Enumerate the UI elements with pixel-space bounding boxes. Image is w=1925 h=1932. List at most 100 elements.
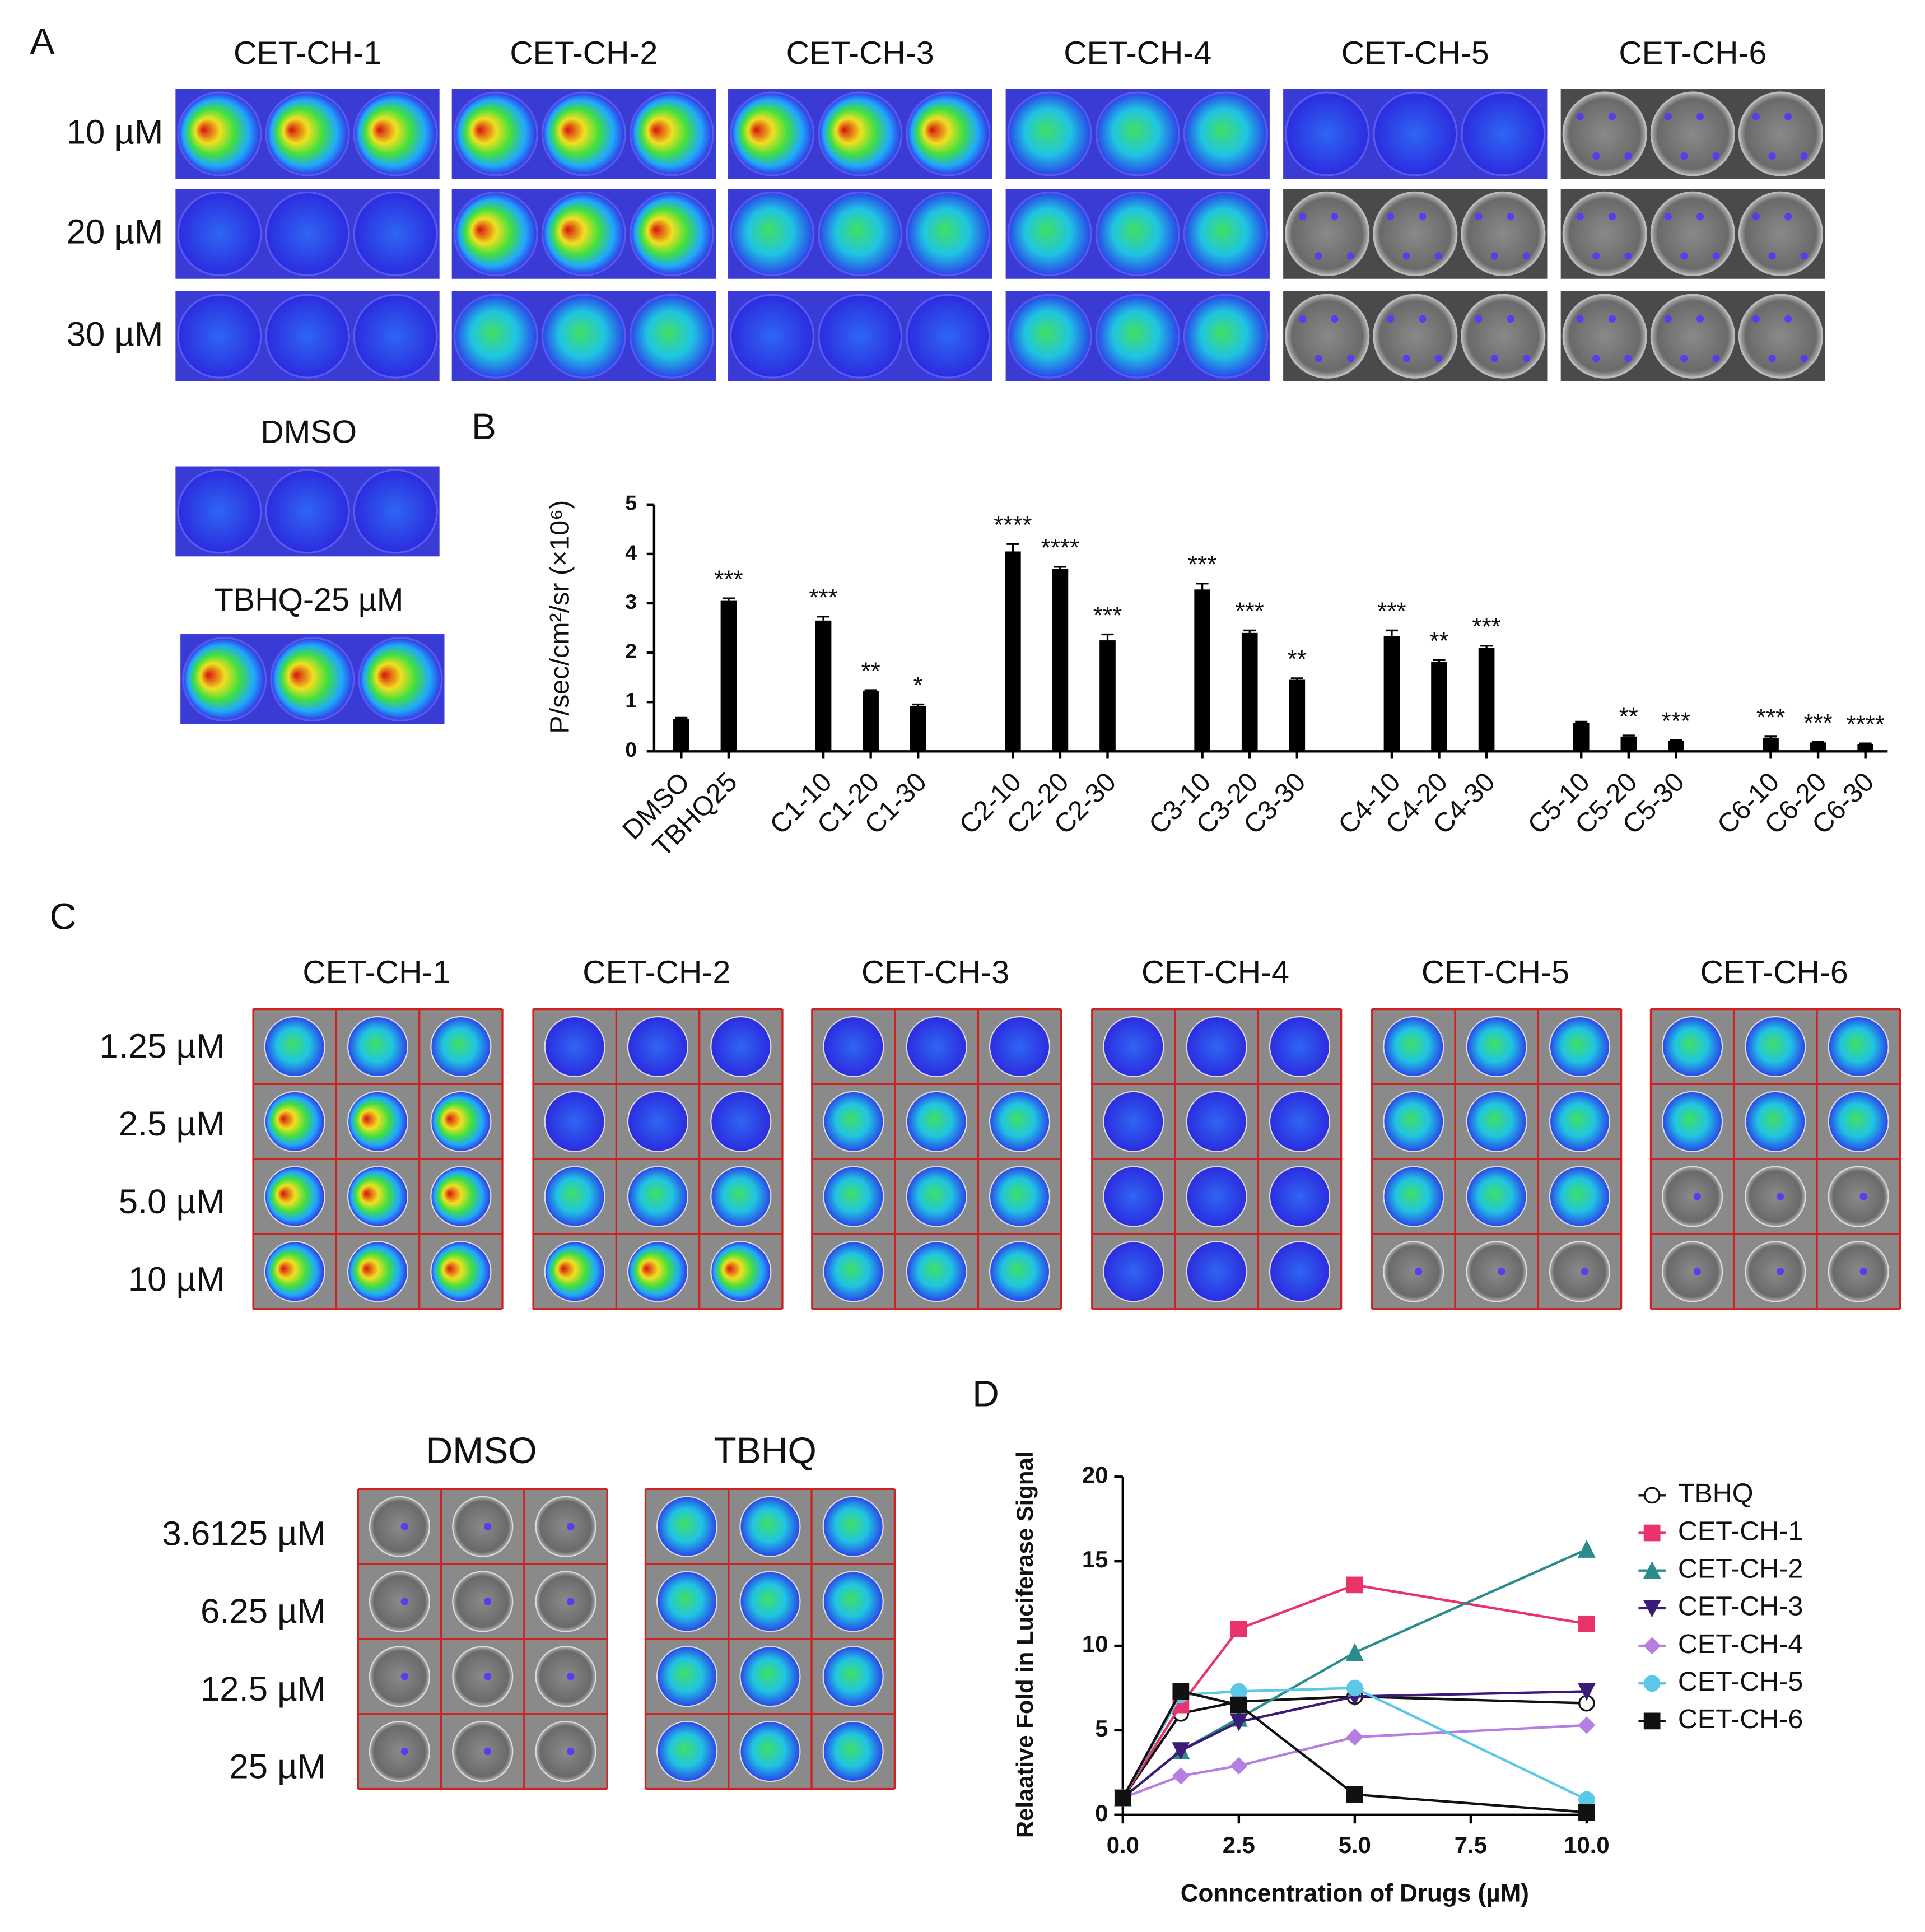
y-tick-label: 10 (1082, 1631, 1108, 1657)
row-label: 20 µM (67, 213, 164, 252)
point (1346, 1786, 1363, 1803)
point (1230, 1683, 1247, 1700)
well (353, 91, 438, 176)
column-title: CET-CH-1 (302, 955, 450, 990)
well (710, 1016, 772, 1078)
well (1745, 1091, 1806, 1152)
well (906, 1091, 967, 1152)
signal-speck (1346, 252, 1355, 260)
signal-speck (1415, 1268, 1423, 1275)
well (369, 1720, 431, 1782)
well (729, 91, 815, 176)
row-label: 12.5 µM (201, 1670, 326, 1708)
error-bar (1243, 629, 1256, 633)
well (1661, 1016, 1723, 1078)
well (710, 1241, 772, 1302)
signal-speck (1680, 355, 1688, 362)
error-bar (1054, 566, 1066, 569)
significance: **** (994, 511, 1032, 539)
error-bar (1006, 543, 1019, 552)
column-title: CET-CH-1 (234, 35, 381, 71)
well (710, 1166, 772, 1227)
bar (1810, 742, 1826, 752)
row-label: 3.6125 µM (162, 1514, 326, 1553)
signal-speck (1752, 315, 1760, 323)
error-bar (1622, 734, 1635, 737)
well (1186, 1166, 1247, 1227)
well (347, 1091, 409, 1152)
well (177, 91, 262, 176)
well (1186, 1091, 1247, 1152)
point (1346, 1728, 1364, 1746)
well (1183, 294, 1268, 379)
bar (1857, 744, 1873, 752)
signal-speck (1664, 212, 1672, 221)
well (1650, 91, 1735, 176)
well (1373, 191, 1458, 276)
point (1172, 1767, 1190, 1785)
legend-label: CET-CH-2 (1678, 1553, 1803, 1584)
bar (1620, 736, 1637, 752)
legend-marker (1643, 1637, 1661, 1655)
error-bar (1480, 645, 1493, 648)
column-title: CET-CH-6 (1619, 35, 1766, 71)
signal-speck (1315, 355, 1322, 362)
signal-speck (1299, 315, 1307, 323)
signal-speck (1784, 315, 1792, 323)
point (1172, 1742, 1190, 1761)
point (1229, 1713, 1248, 1731)
point (1230, 1696, 1247, 1714)
well (1661, 1166, 1723, 1227)
well (453, 91, 538, 176)
significance: *** (1093, 602, 1122, 629)
well (347, 1016, 409, 1078)
well (452, 1496, 514, 1557)
y-tick-label: 20 (1082, 1461, 1108, 1488)
well (822, 1571, 884, 1632)
row-label: 6.25 µM (201, 1592, 326, 1631)
well (1007, 91, 1092, 176)
well (739, 1496, 801, 1557)
well (1383, 1016, 1444, 1078)
signal-speck (1680, 252, 1688, 260)
significance: *** (1472, 613, 1500, 641)
well (1103, 1166, 1164, 1227)
well (822, 1720, 884, 1782)
well (1095, 294, 1180, 379)
well (1373, 91, 1458, 176)
signal-speck (1592, 152, 1600, 160)
point (1230, 1757, 1248, 1775)
signal-speck (1402, 355, 1410, 362)
point (1578, 1540, 1596, 1558)
legend-label: CET-CH-3 (1678, 1591, 1803, 1622)
well (906, 91, 991, 176)
signal-speck (400, 1673, 408, 1680)
well (823, 1091, 884, 1152)
bar (1668, 740, 1684, 752)
error-bar (1290, 677, 1303, 680)
legend-marker (1643, 1599, 1661, 1618)
signal-speck (1331, 315, 1339, 323)
signal-speck (1664, 315, 1672, 323)
signal-speck (1475, 315, 1483, 323)
well (541, 191, 626, 276)
signal-speck (1696, 212, 1704, 221)
signal-speck (1752, 113, 1760, 120)
signal-speck (1624, 252, 1632, 260)
bar (1478, 648, 1495, 752)
signal-speck (483, 1673, 492, 1680)
y-tick-label: 0 (1095, 1800, 1108, 1826)
signal-speck (1419, 212, 1427, 221)
well (1549, 1166, 1611, 1227)
bar (1052, 569, 1069, 752)
legend-label: CET-CH-4 (1678, 1629, 1803, 1659)
signal-speck (1419, 315, 1427, 323)
well (535, 1571, 596, 1632)
bar (863, 691, 879, 752)
well (1549, 1016, 1611, 1078)
control-label: TBHQ-25 µM (214, 582, 403, 618)
well (822, 1646, 884, 1707)
well (369, 1571, 431, 1632)
well (1383, 1241, 1444, 1302)
